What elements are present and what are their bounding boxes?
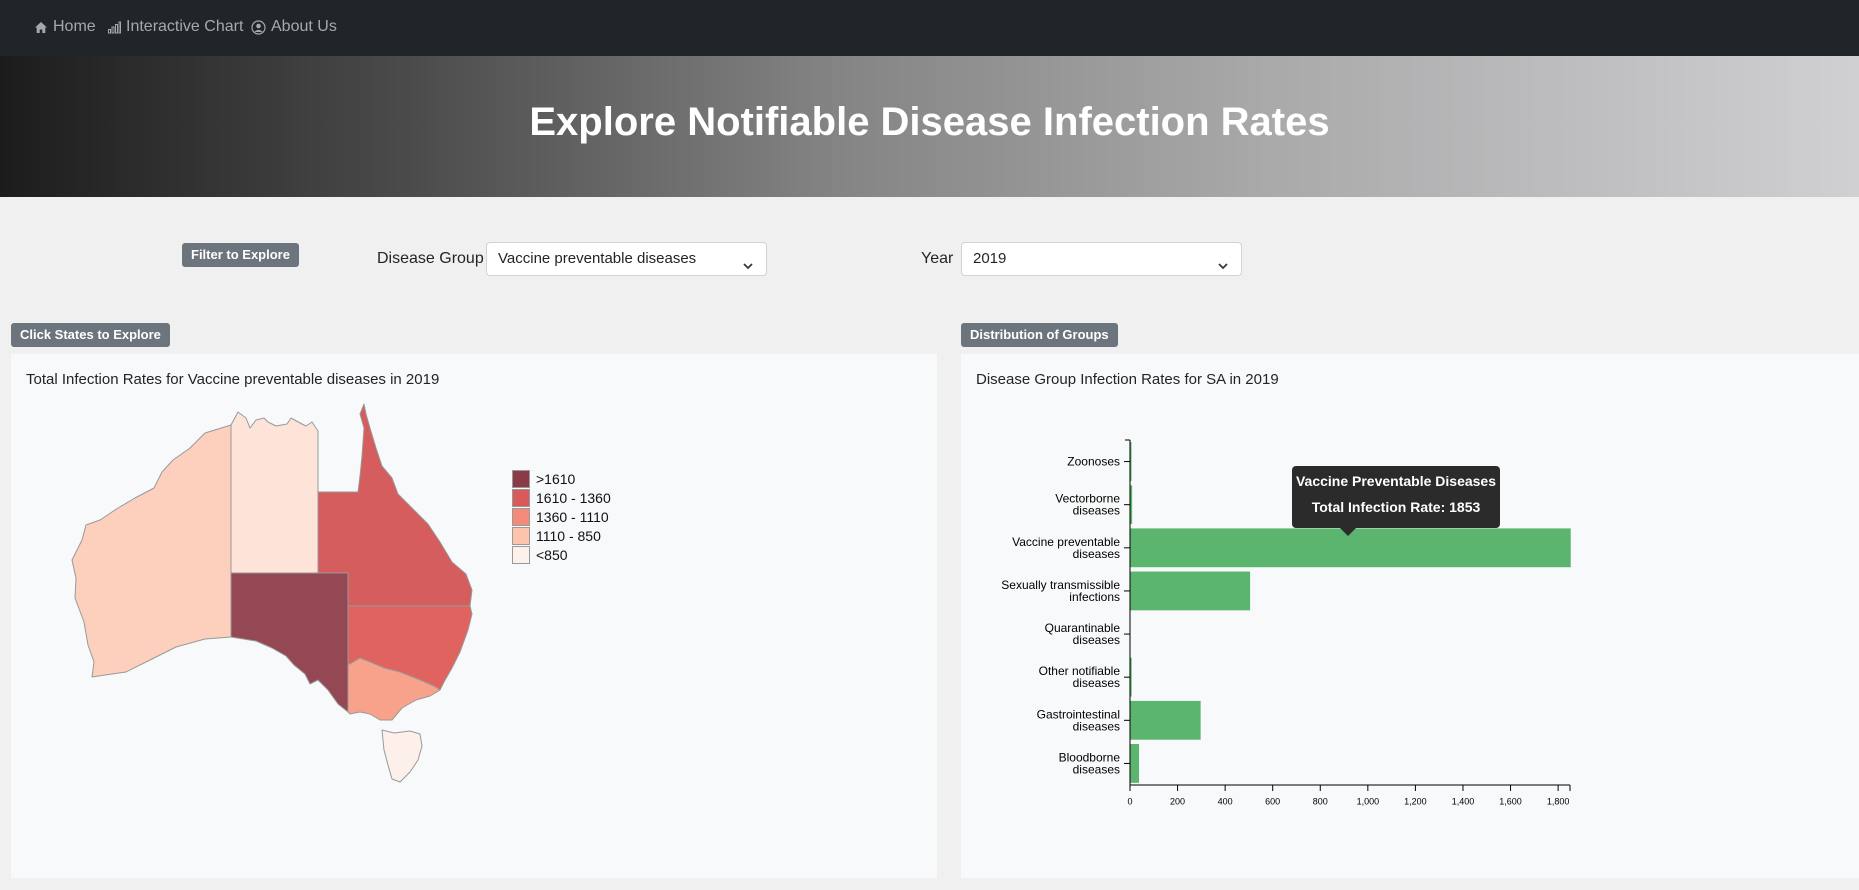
year-value: 2019 (973, 250, 1007, 267)
disease-group-label: Disease Group (377, 250, 484, 267)
x-tick-label: 1,200 (1404, 796, 1427, 806)
legend-swatch (512, 488, 530, 507)
legend-item: 1110 - 850 (512, 526, 611, 545)
bar[interactable] (1130, 657, 1132, 697)
legend-label: 1360 - 1110 (536, 508, 609, 525)
state-sa[interactable] (230, 572, 349, 713)
disease-group-select[interactable]: Vaccine preventable diseases (486, 242, 767, 276)
state-vic[interactable] (347, 657, 441, 721)
y-tick-label: Other notifiable (1039, 664, 1121, 678)
nav-about-us-link[interactable]: About Us (251, 18, 337, 36)
bar-panel: Disease Group Infection Rates for SA in … (961, 354, 1859, 878)
y-tick-label: diseases (1073, 719, 1120, 733)
y-tick-label: Zoonoses (1067, 455, 1120, 469)
nav-home-link[interactable]: Home (34, 18, 96, 36)
y-tick-label: diseases (1073, 633, 1120, 647)
x-tick-label: 600 (1265, 796, 1280, 806)
x-tick-label: 1,800 (1547, 796, 1570, 806)
chevron-down-icon (1217, 252, 1229, 284)
nav-about-us-label: About Us (271, 18, 337, 35)
legend-label: 1110 - 850 (536, 527, 601, 544)
y-tick-label: Quarantinable (1045, 621, 1121, 635)
nav-interactive-chart-label: Interactive Chart (126, 18, 244, 35)
legend-swatch (512, 526, 530, 545)
legend-item: <850 (512, 545, 611, 564)
legend-swatch (512, 545, 530, 564)
x-tick-label: 400 (1218, 796, 1233, 806)
nav-interactive-chart-link[interactable]: Interactive Chart (107, 18, 243, 36)
chevron-down-icon (742, 252, 754, 284)
distribution-section-badge: Distribution of Groups (961, 323, 1118, 347)
navbar: Home Interactive Chart About Us (0, 0, 1859, 56)
user-circle-icon (251, 19, 266, 35)
tooltip-arrow (1340, 528, 1356, 536)
bar[interactable] (1130, 571, 1251, 611)
legend-item: 1360 - 1110 (512, 507, 611, 526)
tooltip-value: Total Infection Rate: 1853 (1311, 499, 1481, 515)
x-tick-label: 800 (1313, 796, 1328, 806)
x-tick-label: 1,000 (1357, 796, 1380, 806)
y-tick-label: diseases (1073, 547, 1120, 561)
y-tick-label: Vectorborne (1055, 492, 1120, 506)
state-nt[interactable] (230, 411, 319, 574)
map-title: Total Infection Rates for Vaccine preven… (26, 371, 440, 388)
y-tick-label: diseases (1073, 762, 1120, 776)
page-title: Explore Notifiable Disease Infection Rat… (529, 100, 1330, 144)
legend-label: <850 (536, 546, 568, 563)
filter-badge: Filter to Explore (182, 243, 299, 267)
y-tick-label: Sexually transmissible (1001, 578, 1120, 592)
legend-swatch (512, 507, 530, 526)
x-tick-label: 0 (1127, 796, 1132, 806)
legend-item: 1610 - 1360 (512, 488, 611, 507)
state-tas[interactable] (381, 729, 423, 783)
bar-chart-title: Disease Group Infection Rates for SA in … (976, 371, 1279, 388)
y-tick-label: Vaccine preventable (1012, 535, 1120, 549)
legend-label: >1610 (536, 470, 576, 487)
bar-tooltip: Vaccine Preventable Diseases Total Infec… (1292, 466, 1500, 536)
legend-item: >1610 (512, 469, 611, 488)
year-select[interactable]: 2019 (961, 242, 1242, 276)
disease-group-value: Vaccine preventable diseases (498, 250, 697, 267)
bar[interactable] (1130, 700, 1201, 740)
map-legend: >1610 1610 - 1360 1360 - 1110 1110 - 850… (512, 469, 611, 564)
legend-swatch (512, 469, 530, 488)
year-label: Year (921, 250, 954, 267)
tooltip-title: Vaccine Preventable Diseases (1295, 473, 1497, 489)
state-wa[interactable] (71, 424, 232, 678)
bar-chart-icon (107, 21, 121, 34)
x-tick-label: 1,400 (1452, 796, 1475, 806)
y-tick-label: infections (1069, 590, 1120, 604)
nav-home-label: Home (53, 18, 96, 35)
bar[interactable] (1130, 485, 1133, 525)
y-tick-label: diseases (1073, 504, 1120, 518)
y-tick-label: diseases (1073, 676, 1120, 690)
legend-label: 1610 - 1360 (536, 489, 611, 506)
map-section-badge: Click States to Explore (11, 323, 170, 347)
y-tick-label: Bloodborne (1059, 750, 1121, 764)
bar[interactable] (1130, 744, 1140, 783)
y-tick-label: Gastrointestinal (1037, 707, 1120, 721)
x-tick-label: 200 (1170, 796, 1185, 806)
home-icon (34, 21, 48, 34)
x-tick-label: 1,600 (1499, 796, 1522, 806)
bar[interactable] (1130, 442, 1132, 481)
hero-banner: Explore Notifiable Disease Infection Rat… (0, 56, 1859, 197)
